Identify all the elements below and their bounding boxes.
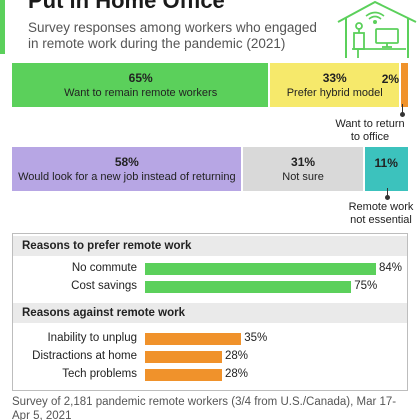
segment-value-text: 2%: [381, 72, 400, 86]
monitor-icon: [375, 28, 399, 48]
segment-category-label: Prefer hybrid model: [286, 87, 383, 99]
bar-no-commute: [145, 263, 376, 275]
stacked-segment-would-look-for-a-new-job-instead-of-returning: 58% Would look for a new job instead of r…: [12, 147, 242, 191]
segment-value-label: 58%: [114, 155, 139, 169]
segment-divider: [240, 147, 243, 191]
callout-dot: [385, 195, 390, 200]
wifi-icon: [365, 11, 385, 24]
bar-value-label: 28%: [225, 368, 249, 380]
page-subtitle: Survey responses among workers who engag…: [28, 20, 317, 51]
bar-value-label: 35%: [244, 332, 268, 344]
page-title: Put in Home Office: [28, 0, 225, 13]
desk-icon: [352, 22, 406, 58]
bar-tech-problems: [145, 369, 222, 381]
source-note: Survey of 2,181 pandemic remote workers …: [12, 396, 397, 420]
callout-line-text: to office: [350, 131, 390, 143]
segment-category-label: Not sure: [282, 171, 324, 183]
callout-line-text: not essential: [350, 214, 412, 226]
reasons-against-remote-heading: Reasons against remote work: [13, 303, 407, 323]
stacked-segment-prefer-hybrid-model: 33% Prefer hybrid model: [269, 63, 401, 107]
bar-distractions-at-home: [145, 351, 222, 363]
bar-value-label: 28%: [225, 350, 249, 362]
bar-category-label: Cost savings: [71, 280, 137, 292]
segment-category-label: Would look for a new job instead of retu…: [18, 171, 236, 183]
segment-value-label: 33%: [322, 71, 347, 85]
callout-dot: [400, 112, 405, 117]
stacked-segment-not-sure: 31% Not sure: [241, 147, 365, 191]
remote-preference-stacked-bar: 65% Want to remain remote workers 33% Prefe…: [12, 63, 408, 107]
reasons-panel: Reasons to prefer remote work No commute…: [12, 233, 408, 391]
callout-line: [387, 188, 388, 198]
callout-line: [402, 104, 403, 114]
bar-category-label: No commute: [71, 262, 137, 274]
segment-value-label: 65%: [128, 71, 153, 85]
callout-want-to-return-to-office: Want to return to office: [322, 118, 418, 144]
segment-divider: [399, 63, 402, 107]
home-office-house-icon: [337, 0, 417, 58]
callout-remote-work-not-essential: Remote work not essential: [336, 201, 420, 227]
segment-divider: [363, 147, 366, 191]
bar-cost-savings: [145, 281, 352, 293]
stacked-segment-value-2: [400, 63, 408, 107]
stacked-segment-value-11: [364, 147, 408, 191]
stacked-segment-want-to-remain-remote-workers: 65% Want to remain remote workers: [12, 63, 270, 107]
reasons-for-remote-heading: Reasons to prefer remote work: [13, 236, 407, 256]
segment-value-label: 11%: [364, 147, 408, 179]
home-office-illustration: [337, 0, 417, 58]
segment-divider: [268, 63, 271, 107]
bar-category-label: Distractions at home: [32, 350, 137, 362]
title-accent-bar: [0, 0, 5, 54]
segment-value-label: 2%: [360, 63, 408, 95]
segment-value-text: 11%: [374, 156, 398, 170]
segment-value-label: 31%: [291, 155, 316, 169]
callout-line-text: Remote work: [348, 201, 414, 213]
callout-line-text: Want to return: [335, 118, 405, 130]
bar-value-label: 84%: [379, 262, 403, 274]
bar-value-label: 75%: [354, 280, 378, 292]
bar-category-label: Tech problems: [62, 368, 137, 380]
return-response-stacked-bar: 58% Would look for a new job instead of r…: [12, 147, 408, 191]
segment-category-label: Want to remain remote workers: [64, 87, 218, 99]
bar-inability-to-unplug: [145, 333, 242, 345]
bar-category-label: Inability to unplug: [47, 332, 137, 344]
